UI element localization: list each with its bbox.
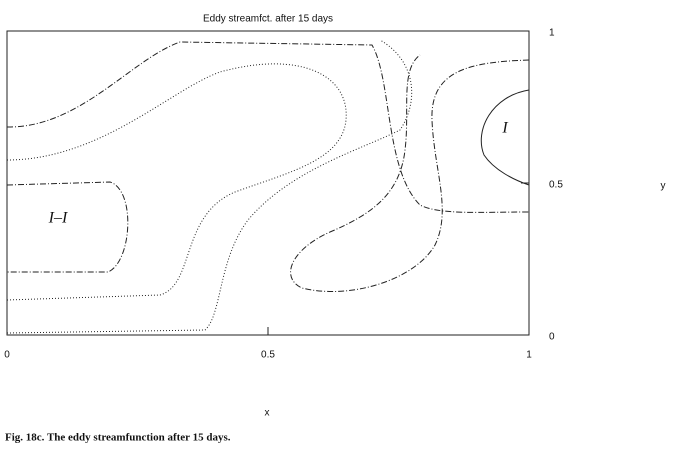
contours	[6, 39, 530, 334]
y-axis-label: y	[661, 181, 666, 192]
contour-label: I	[501, 120, 508, 137]
x-tick-label: 1	[526, 350, 532, 361]
y-tick-label: 0	[549, 332, 555, 343]
y-tick-label: 0.5	[549, 180, 563, 191]
caption: Fig. 18c. The eddy streamfunction after …	[5, 432, 231, 444]
x-axis-label: x	[265, 408, 270, 419]
contour-label: I–I	[48, 210, 68, 227]
contour-line	[290, 54, 530, 292]
contour-line	[6, 41, 530, 213]
contour-line	[6, 63, 347, 301]
contour-line	[480, 89, 530, 186]
contour-line	[6, 181, 129, 273]
x-tick-label: 0.5	[261, 350, 275, 361]
chart-title: Eddy streamfct. after 15 days	[203, 14, 333, 25]
contour-line	[6, 39, 413, 334]
y-tick-label: 1	[549, 28, 555, 39]
x-tick-label: 0	[4, 350, 10, 361]
